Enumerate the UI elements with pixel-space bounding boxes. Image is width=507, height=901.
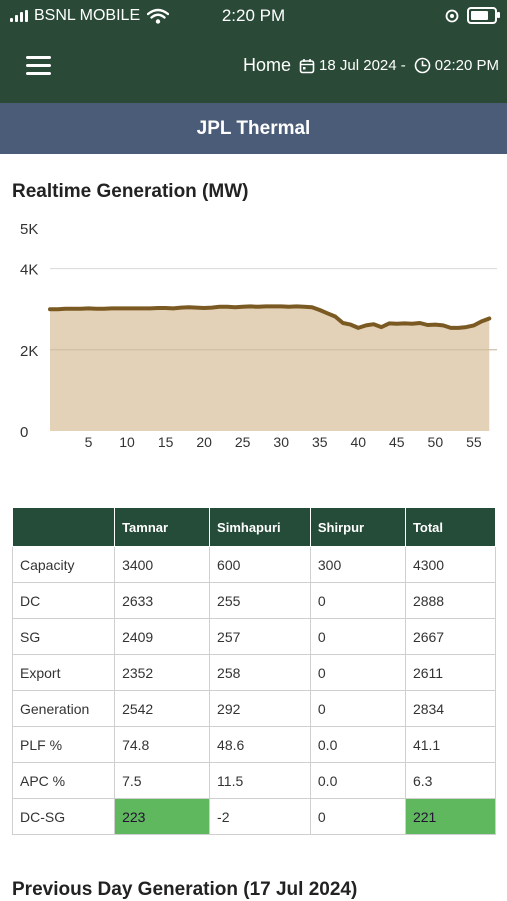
table-cell: 2834 <box>404 690 497 727</box>
x-tick-label: 15 <box>158 434 174 450</box>
date-text: 18 Jul 2024 - <box>319 57 406 74</box>
table-cell: 221 <box>404 798 497 835</box>
table-cell: 0 <box>309 582 406 619</box>
time-display[interactable]: 02:20 PM <box>414 57 499 74</box>
wifi-icon <box>147 8 170 24</box>
table-row: APC % 7.5 11.5 0.0 6.3 <box>11 762 497 799</box>
menu-button[interactable] <box>26 56 51 75</box>
table-cell: 74.8 <box>114 726 211 763</box>
header-nav: Home 18 Jul 2024 - 02:20 PM <box>243 55 499 76</box>
table-cell: 300 <box>309 546 406 583</box>
battery-icon <box>467 7 500 24</box>
orientation-lock-icon <box>445 9 459 22</box>
table-row: Generation 2542 292 0 2834 <box>11 690 497 727</box>
row-label: DC <box>11 582 116 619</box>
signal-icon <box>10 10 28 22</box>
table-cell: 11.5 <box>209 762 311 799</box>
x-tick-label: 40 <box>350 434 366 450</box>
row-label: Export <box>11 654 116 691</box>
column-header: Simhapuri <box>209 507 311 547</box>
app-header: BSNL MOBILE 2:20 PM Home <box>0 0 507 103</box>
page-title: JPL Thermal <box>0 103 507 154</box>
generation-table: Tamnar Simhapuri Shirpur Total Capacity 3400… <box>11 507 497 835</box>
y-tick-label: 4K <box>20 262 38 279</box>
table-cell: 0 <box>309 690 406 727</box>
table-cell: 41.1 <box>404 726 497 763</box>
status-right <box>445 7 500 24</box>
row-label: Capacity <box>11 546 116 583</box>
table-cell: -2 <box>209 798 311 835</box>
table-cell: 2888 <box>404 582 497 619</box>
table-cell: 255 <box>209 582 311 619</box>
generation-area <box>50 306 490 431</box>
table-cell: 2409 <box>114 618 211 655</box>
table-cell: 600 <box>209 546 311 583</box>
table-cell: 3400 <box>114 546 211 583</box>
table-cell: 0 <box>309 654 406 691</box>
y-tick-label: 0 <box>20 424 28 441</box>
x-tick-label: 10 <box>119 434 135 450</box>
x-tick-label: 55 <box>466 434 482 450</box>
x-tick-label: 20 <box>196 434 212 450</box>
status-time: 2:20 PM <box>221 6 286 25</box>
table-cell: 4300 <box>404 546 497 583</box>
row-label: SG <box>11 618 116 655</box>
table-cell: 2542 <box>114 690 211 727</box>
table-row: PLF % 74.8 48.6 0.0 41.1 <box>11 726 497 763</box>
table-cell: 0.0 <box>309 762 406 799</box>
realtime-generation-title: Realtime Generation (MW) <box>12 181 249 202</box>
x-tick-label: 30 <box>273 434 289 450</box>
x-tick-label: 50 <box>428 434 444 450</box>
table-cell: 2611 <box>404 654 497 691</box>
table-cell: 48.6 <box>209 726 311 763</box>
calendar-icon <box>299 58 315 73</box>
table-cell: 257 <box>209 618 311 655</box>
carrier-name: BSNL MOBILE <box>34 7 141 24</box>
column-header: Total <box>404 507 497 547</box>
table-row: SG 2409 257 0 2667 <box>11 618 497 655</box>
x-tick-label: 25 <box>235 434 251 450</box>
x-tick-label: 35 <box>312 434 328 450</box>
table-cell: 2352 <box>114 654 211 691</box>
table-row: Capacity 3400 600 300 4300 <box>11 546 497 583</box>
row-label: PLF % <box>11 726 116 763</box>
table-cell: 2633 <box>114 582 211 619</box>
column-header: Tamnar <box>114 507 211 547</box>
y-tick-label: 5K <box>20 221 38 238</box>
home-link[interactable]: Home <box>243 55 292 75</box>
table-cell: 223 <box>114 798 211 835</box>
time-text: 02:20 PM <box>434 57 499 74</box>
row-label: Generation <box>11 690 116 727</box>
table-cell: 0.0 <box>309 726 406 763</box>
table-row: DC-SG 223 -2 0 221 <box>11 798 497 835</box>
table-cell: 0 <box>309 618 406 655</box>
table-cell: 2667 <box>404 618 497 655</box>
row-label: APC % <box>11 762 116 799</box>
table-row: DC 2633 255 0 2888 <box>11 582 497 619</box>
table-cell: 258 <box>209 654 311 691</box>
table-header-row: Tamnar Simhapuri Shirpur Total <box>11 507 497 547</box>
row-label: DC-SG <box>11 798 116 835</box>
table-cell: 7.5 <box>114 762 211 799</box>
table-cell: 0 <box>309 798 406 835</box>
table-row: Export 2352 258 0 2611 <box>11 654 497 691</box>
previous-day-generation-title: Previous Day Generation (17 Jul 2024) <box>12 879 358 900</box>
date-display[interactable]: 18 Jul 2024 - <box>299 57 406 74</box>
column-header: Shirpur <box>309 507 406 547</box>
generation-line <box>48 304 492 330</box>
table-cell: 6.3 <box>404 762 497 799</box>
column-header <box>11 507 116 547</box>
table-cell: 292 <box>209 690 311 727</box>
y-tick-label: 2K <box>20 343 38 360</box>
status-left: BSNL MOBILE <box>10 7 170 25</box>
realtime-generation-chart: 0 2K 4K 5K 5 10 15 20 25 30 35 40 45 50 55 <box>20 221 497 450</box>
x-tick-label: 45 <box>389 434 405 450</box>
x-tick-label: 5 <box>85 434 93 450</box>
clock-icon <box>414 57 431 74</box>
status-bar: BSNL MOBILE 2:20 PM <box>0 0 507 32</box>
